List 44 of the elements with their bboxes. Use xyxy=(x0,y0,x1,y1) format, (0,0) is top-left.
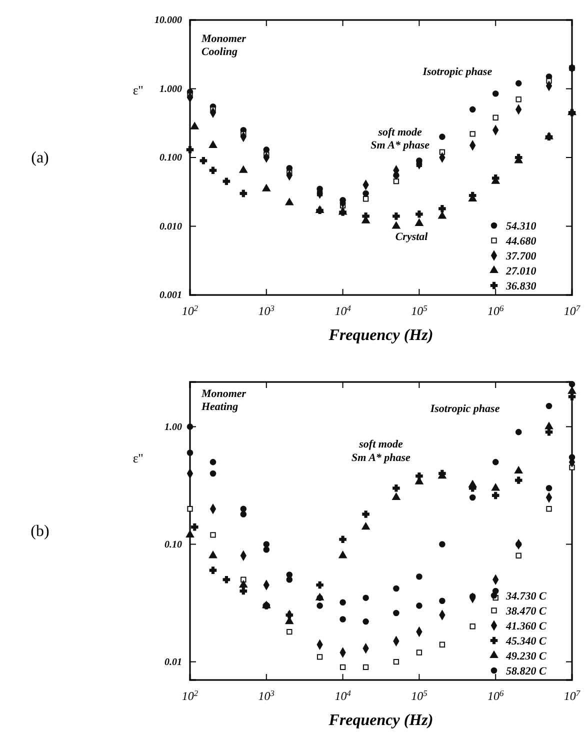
legend-label: 49.230 C xyxy=(505,650,547,662)
x-tick-label: 10$^{7}$ xyxy=(564,304,581,318)
x-axis-title: Frequency (Hz) xyxy=(328,327,434,344)
legend-label: 45.340 C xyxy=(505,635,547,648)
legend-label: 27.010 xyxy=(505,265,537,278)
annotation: Monomer Heating xyxy=(200,388,247,414)
y-tick-label: 1.00 xyxy=(164,422,182,433)
legend-label: 37.700 xyxy=(505,250,537,262)
legend-label: 58.820 C xyxy=(506,665,547,678)
legend-label: 44.680 xyxy=(505,235,537,248)
y-axis-title: ε'' xyxy=(132,82,144,98)
x-tick-label: 10$^{6}$ xyxy=(488,304,505,318)
x-tick-label: 10$^{5}$ xyxy=(411,304,428,318)
y-tick-label: 0.100 xyxy=(160,152,182,164)
annotation: Crystal xyxy=(395,231,429,243)
x-axis-title: Frequency (Hz) xyxy=(328,712,434,729)
y-tick-label: 0.10 xyxy=(164,539,182,550)
annotation: soft mode Sm A* phase xyxy=(352,438,411,464)
legend-label: 54.310 xyxy=(506,220,537,232)
legend-label: 41.360 C xyxy=(505,620,547,632)
y-tick-label: 10.000 xyxy=(154,15,182,26)
x-tick-label: 10$^{4}$ xyxy=(334,304,351,318)
y-tick-label: 1.000 xyxy=(160,84,182,95)
y-axis-title: ε'' xyxy=(132,450,144,466)
annotation: Isotropic phase xyxy=(429,402,500,415)
legend-label: 36.830 xyxy=(505,280,537,292)
y-tick-label: 0.010 xyxy=(160,221,182,232)
x-tick-label: 10$^{2}$ xyxy=(182,304,198,318)
x-tick-label: 10$^{2}$ xyxy=(182,688,198,703)
annotation: Monomer Cooling xyxy=(200,33,247,58)
text: (b) xyxy=(30,523,50,540)
legend-label: 34.730 C xyxy=(505,590,547,602)
y-tick-label: 0.01 xyxy=(164,656,182,668)
legend-label: 38.470 C xyxy=(505,605,547,618)
annotation: Isotropic phase xyxy=(422,66,492,78)
x-tick-label: 10$^{5}$ xyxy=(411,688,428,703)
x-tick-label: 10$^{3}$ xyxy=(258,304,274,318)
text: (a) xyxy=(31,150,49,166)
annotation: soft mode Sm A* phase xyxy=(370,126,430,152)
x-tick-label: 10$^{3}$ xyxy=(258,688,274,703)
y-tick-label: 0.001 xyxy=(160,290,182,302)
x-tick-label: 10$^{7}$ xyxy=(564,688,581,703)
x-tick-label: 10$^{4}$ xyxy=(334,688,351,703)
x-tick-label: 10$^{6}$ xyxy=(488,688,505,703)
